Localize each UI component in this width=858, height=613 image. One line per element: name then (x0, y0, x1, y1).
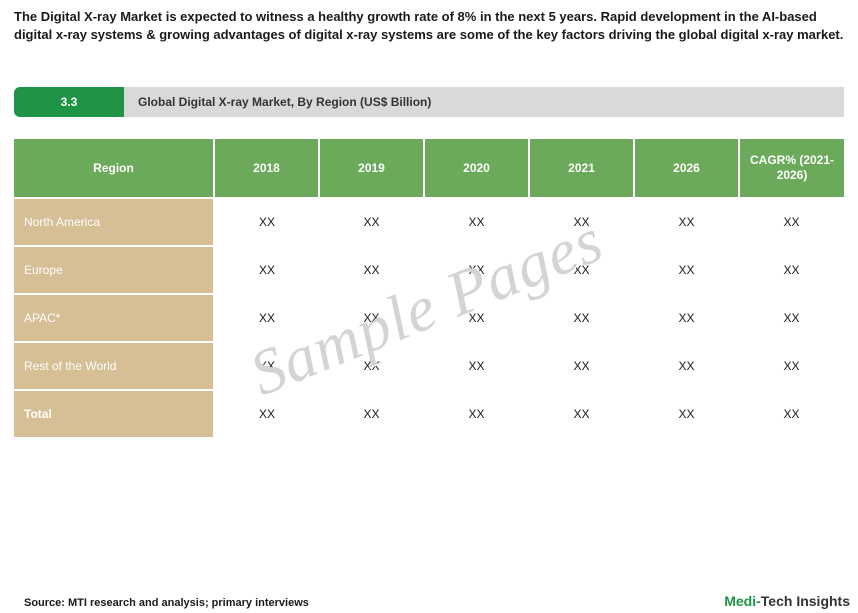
data-cell: XX (319, 390, 424, 438)
data-cell: XX (214, 294, 319, 342)
data-cell: XX (739, 342, 844, 390)
table-row: APAC*XXXXXXXXXXXX (14, 294, 844, 342)
data-cell: XX (739, 294, 844, 342)
col-region: Region (14, 139, 214, 198)
market-table: Region 2018 2019 2020 2021 2026 CAGR% (2… (14, 139, 844, 439)
data-cell: XX (634, 246, 739, 294)
data-cell: XX (739, 246, 844, 294)
row-label: Rest of the World (14, 342, 214, 390)
data-cell: XX (424, 198, 529, 246)
data-cell: XX (424, 294, 529, 342)
data-cell: XX (214, 390, 319, 438)
table-row: TotalXXXXXXXXXXXX (14, 390, 844, 438)
data-cell: XX (529, 198, 634, 246)
data-cell: XX (424, 342, 529, 390)
table-row: EuropeXXXXXXXXXXXX (14, 246, 844, 294)
data-cell: XX (634, 390, 739, 438)
data-cell: XX (424, 246, 529, 294)
data-cell: XX (634, 294, 739, 342)
data-cell: XX (319, 246, 424, 294)
data-cell: XX (739, 390, 844, 438)
data-cell: XX (529, 246, 634, 294)
data-cell: XX (214, 198, 319, 246)
data-cell: XX (634, 198, 739, 246)
row-label: APAC* (14, 294, 214, 342)
data-cell: XX (214, 246, 319, 294)
data-cell: XX (529, 342, 634, 390)
table-header-row: Region 2018 2019 2020 2021 2026 CAGR% (2… (14, 139, 844, 198)
section-number-badge: 3.3 (14, 87, 124, 117)
brand-part2: Tech Insights (761, 593, 850, 609)
col-2020: 2020 (424, 139, 529, 198)
data-cell: XX (424, 390, 529, 438)
brand-logo: Medi-Tech Insights (724, 593, 850, 609)
intro-paragraph: The Digital X-ray Market is expected to … (0, 0, 858, 43)
col-cagr: CAGR% (2021-2026) (739, 139, 844, 198)
data-cell: XX (529, 294, 634, 342)
table-row: North AmericaXXXXXXXXXXXX (14, 198, 844, 246)
col-2026: 2026 (634, 139, 739, 198)
data-cell: XX (319, 342, 424, 390)
row-label: Europe (14, 246, 214, 294)
col-2018: 2018 (214, 139, 319, 198)
row-label: North America (14, 198, 214, 246)
section-header-bar: 3.3 Global Digital X-ray Market, By Regi… (14, 87, 844, 117)
col-2021: 2021 (529, 139, 634, 198)
section-title: Global Digital X-ray Market, By Region (… (124, 87, 844, 117)
source-footnote: Source: MTI research and analysis; prima… (24, 597, 309, 609)
brand-part1: Medi- (724, 593, 761, 609)
table-row: Rest of the WorldXXXXXXXXXXXX (14, 342, 844, 390)
table-body: North AmericaXXXXXXXXXXXXEuropeXXXXXXXXX… (14, 198, 844, 438)
data-cell: XX (319, 198, 424, 246)
data-cell: XX (214, 342, 319, 390)
data-cell: XX (529, 390, 634, 438)
data-cell: XX (634, 342, 739, 390)
col-2019: 2019 (319, 139, 424, 198)
row-label: Total (14, 390, 214, 438)
data-cell: XX (739, 198, 844, 246)
data-cell: XX (319, 294, 424, 342)
